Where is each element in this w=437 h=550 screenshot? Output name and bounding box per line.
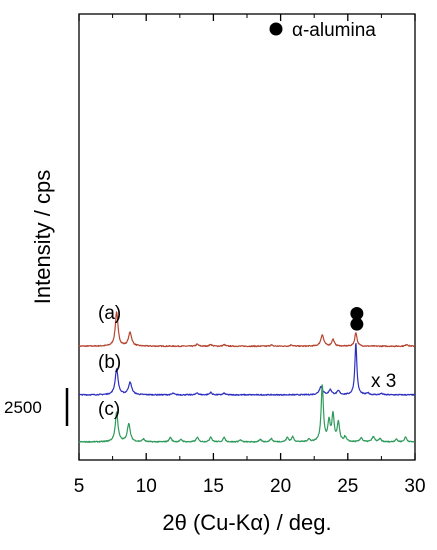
series-label: (a) xyxy=(98,303,121,324)
series-line-3 xyxy=(78,384,416,443)
legend-label: α-alumina xyxy=(292,20,376,41)
series-layer: (a) (b) x 3 (c) xyxy=(78,303,416,443)
y-axis-title: Intensity / cps xyxy=(30,170,55,305)
alumina-markers xyxy=(350,307,364,331)
series-label: (b) xyxy=(98,352,121,373)
x-tick-label: 30 xyxy=(404,476,425,497)
x-tick-label: 25 xyxy=(337,476,358,497)
x-axis-ticks: 5 10 15 20 25 30 xyxy=(74,14,426,497)
legend-marker xyxy=(269,22,283,36)
scale-bar-label: 2500 xyxy=(4,398,42,417)
series-line-2 xyxy=(78,342,416,396)
x-tick-label: 20 xyxy=(270,476,291,497)
multiplier-label: x 3 xyxy=(371,371,396,392)
alumina-marker xyxy=(350,317,364,331)
x-tick-label: 5 xyxy=(74,476,85,497)
alumina-marker xyxy=(350,307,364,321)
series-label: (c) xyxy=(98,399,120,420)
series-line-1 xyxy=(78,311,416,348)
x-tick-label: 15 xyxy=(203,476,224,497)
x-axis-title: 2θ (Cu-Kα) / deg. xyxy=(162,510,331,535)
x-tick-label: 10 xyxy=(136,476,157,497)
